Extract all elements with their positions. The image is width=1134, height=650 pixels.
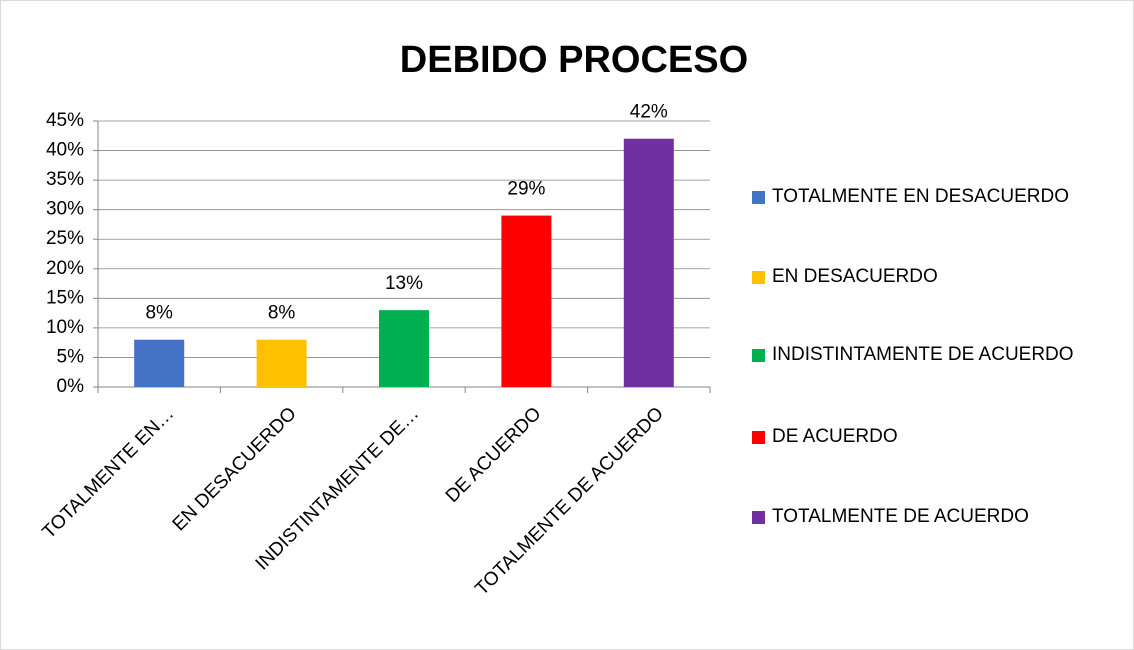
y-tick-label: 40% (46, 140, 84, 161)
bar (623, 138, 674, 387)
legend-item: INDISTINTAMENTE DE ACUERDO (752, 342, 1117, 368)
y-tick-label: 10% (46, 317, 84, 338)
data-label: 8% (268, 303, 296, 324)
data-label: 13% (385, 273, 423, 294)
legend-label: INDISTINTAMENTE DE ACUERDO (772, 344, 1074, 365)
legend-label: TOTALMENTE EN DESACUERDO (772, 186, 1070, 207)
y-tick-label: 30% (46, 199, 84, 220)
legend-label: EN DESACUERDO (772, 266, 938, 287)
bar (134, 339, 185, 387)
legend-label: DE ACUERDO (772, 426, 898, 447)
y-tick-label: 25% (46, 228, 84, 249)
data-label: 8% (145, 303, 173, 324)
data-label: 42% (630, 102, 668, 123)
legend-swatch (752, 431, 765, 444)
bar (379, 310, 429, 387)
legend-item: TOTALMENTE DE ACUERDO (752, 504, 1117, 530)
y-tick-label: 5% (57, 346, 85, 367)
legend-item: EN DESACUERDO (752, 264, 1117, 290)
y-tick-label: 35% (46, 169, 84, 190)
y-tick-label: 45% (46, 110, 84, 131)
data-label: 29% (507, 179, 545, 200)
bar (501, 215, 552, 387)
y-tick-label: 0% (57, 376, 85, 397)
legend-swatch (752, 511, 765, 524)
legend-swatch (752, 349, 765, 362)
y-tick-label: 15% (46, 287, 84, 308)
bar (256, 339, 307, 387)
legend-swatch (752, 271, 765, 284)
legend-label: TOTALMENTE DE ACUERDO (772, 506, 1029, 527)
y-tick-label: 20% (46, 258, 84, 279)
legend-swatch (752, 191, 765, 204)
legend-item: TOTALMENTE EN DESACUERDO (752, 184, 1117, 210)
legend-item: DE ACUERDO (752, 424, 1117, 450)
chart-title: DEBIDO PROCESO (400, 39, 748, 81)
